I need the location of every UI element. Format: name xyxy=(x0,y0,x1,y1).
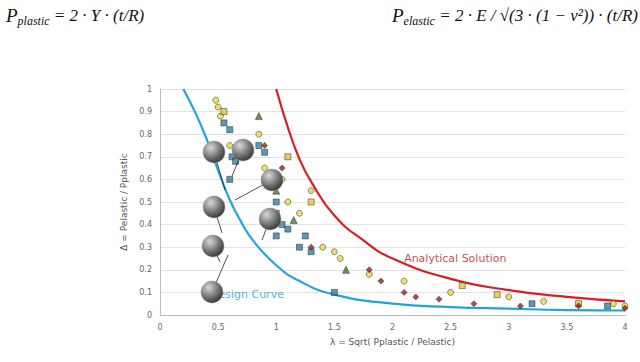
svg-text:0.1: 0.1 xyxy=(139,288,152,297)
svg-text:Δ = Pelastic / Pplastic: Δ = Pelastic / Pplastic xyxy=(119,153,129,250)
svg-text:Design Curve: Design Curve xyxy=(210,288,284,302)
svg-text:0.7: 0.7 xyxy=(139,152,152,161)
svg-text:elastic: elastic xyxy=(404,14,436,28)
svg-text:plastic: plastic xyxy=(17,14,51,28)
svg-text:P: P xyxy=(391,5,404,26)
svg-text:4: 4 xyxy=(622,323,627,332)
svg-text:1: 1 xyxy=(147,85,152,94)
svg-text:0.9: 0.9 xyxy=(139,107,152,116)
svg-text:0.5: 0.5 xyxy=(139,198,152,207)
svg-text:1.5: 1.5 xyxy=(328,323,341,332)
svg-text:0: 0 xyxy=(157,323,162,332)
svg-text:0.3: 0.3 xyxy=(139,243,152,252)
svg-text:2.5: 2.5 xyxy=(444,323,457,332)
svg-text:0.5: 0.5 xyxy=(212,323,225,332)
svg-text:3.5: 3.5 xyxy=(561,323,574,332)
svg-text:P: P xyxy=(5,5,18,26)
svg-text:3: 3 xyxy=(506,323,511,332)
svg-text:= 2 · Y · (t/R): = 2 · Y · (t/R) xyxy=(50,6,145,25)
svg-text:0.2: 0.2 xyxy=(139,265,152,274)
svg-text:1: 1 xyxy=(274,323,279,332)
svg-text:Analytical Solution: Analytical Solution xyxy=(404,252,506,265)
svg-text:= 2 · E / √(3 · (1 − ν²)) · (t: = 2 · E / √(3 · (1 − ν²)) · (t/R) xyxy=(435,6,638,25)
svg-text:0.8: 0.8 xyxy=(139,130,152,139)
svg-text:λ = Sqrt( Pplastic / Pelastic): λ = Sqrt( Pplastic / Pelastic) xyxy=(330,337,455,347)
svg-text:2: 2 xyxy=(390,323,395,332)
svg-text:0.6: 0.6 xyxy=(139,175,152,184)
svg-text:0.4: 0.4 xyxy=(139,220,152,229)
svg-text:0: 0 xyxy=(147,311,152,320)
